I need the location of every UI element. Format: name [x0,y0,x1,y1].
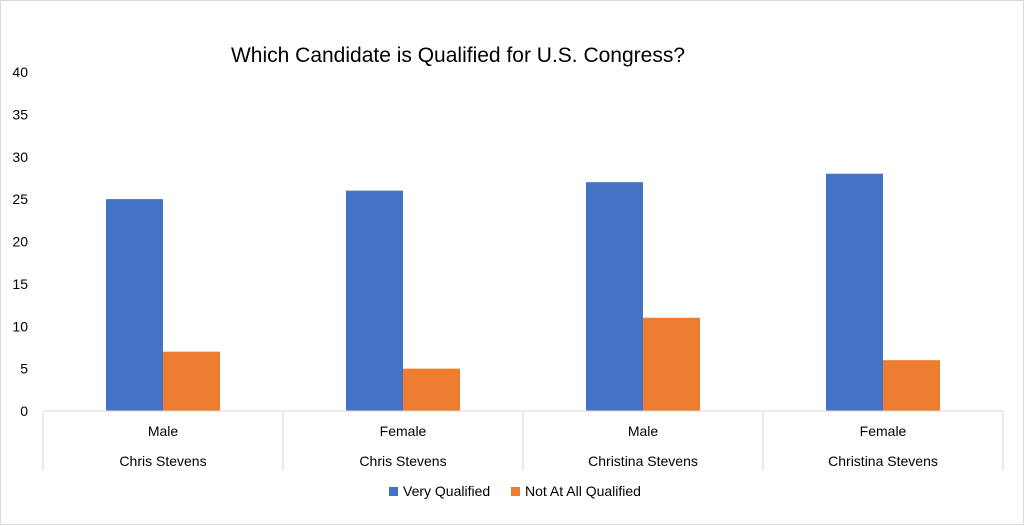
legend-swatch-0 [389,487,398,496]
y-axis: 0 5 10 15 20 25 30 35 40 [12,64,28,419]
category-gender-label-2: Male [628,423,659,439]
bar-not-at-all-qualified-2 [643,317,700,411]
legend: Very Qualified Not At All Qualified [389,483,641,499]
bar-not-at-all-qualified-1 [403,368,460,411]
x-axis: Male Chris Stevens Female Chris Stevens Male… [42,410,1004,471]
y-tick-label-3: 15 [12,276,28,292]
y-tick-label-2: 10 [12,318,28,334]
bar-not-at-all-qualified-3 [883,360,940,411]
bar-very-qualified-2 [586,182,643,411]
legend-label-0: Very Qualified [403,483,490,499]
plot-area [106,173,940,411]
y-tick-label-6: 30 [12,149,28,165]
y-tick-label-7: 35 [12,106,28,122]
y-tick-label-0: 0 [20,403,28,419]
category-candidate-label-0: Chris Stevens [119,453,206,469]
bar-very-qualified-1 [346,190,403,411]
bar-not-at-all-qualified-0 [163,351,220,411]
category-gender-label-3: Female [860,423,907,439]
category-candidate-label-3: Christina Stevens [828,453,938,469]
y-tick-label-4: 20 [12,234,28,250]
y-tick-label-1: 5 [20,361,28,377]
y-tick-label-8: 40 [12,64,28,80]
y-tick-label-5: 25 [12,191,28,207]
category-candidate-label-2: Christina Stevens [588,453,698,469]
category-gender-label-0: Male [148,423,179,439]
legend-swatch-1 [511,487,520,496]
category-candidate-label-1: Chris Stevens [359,453,446,469]
chart-title: Which Candidate is Qualified for U.S. Co… [231,44,685,67]
bar-very-qualified-0 [106,199,163,411]
bar-very-qualified-3 [826,173,883,411]
legend-label-1: Not At All Qualified [525,483,641,499]
category-gender-label-1: Female [380,423,427,439]
